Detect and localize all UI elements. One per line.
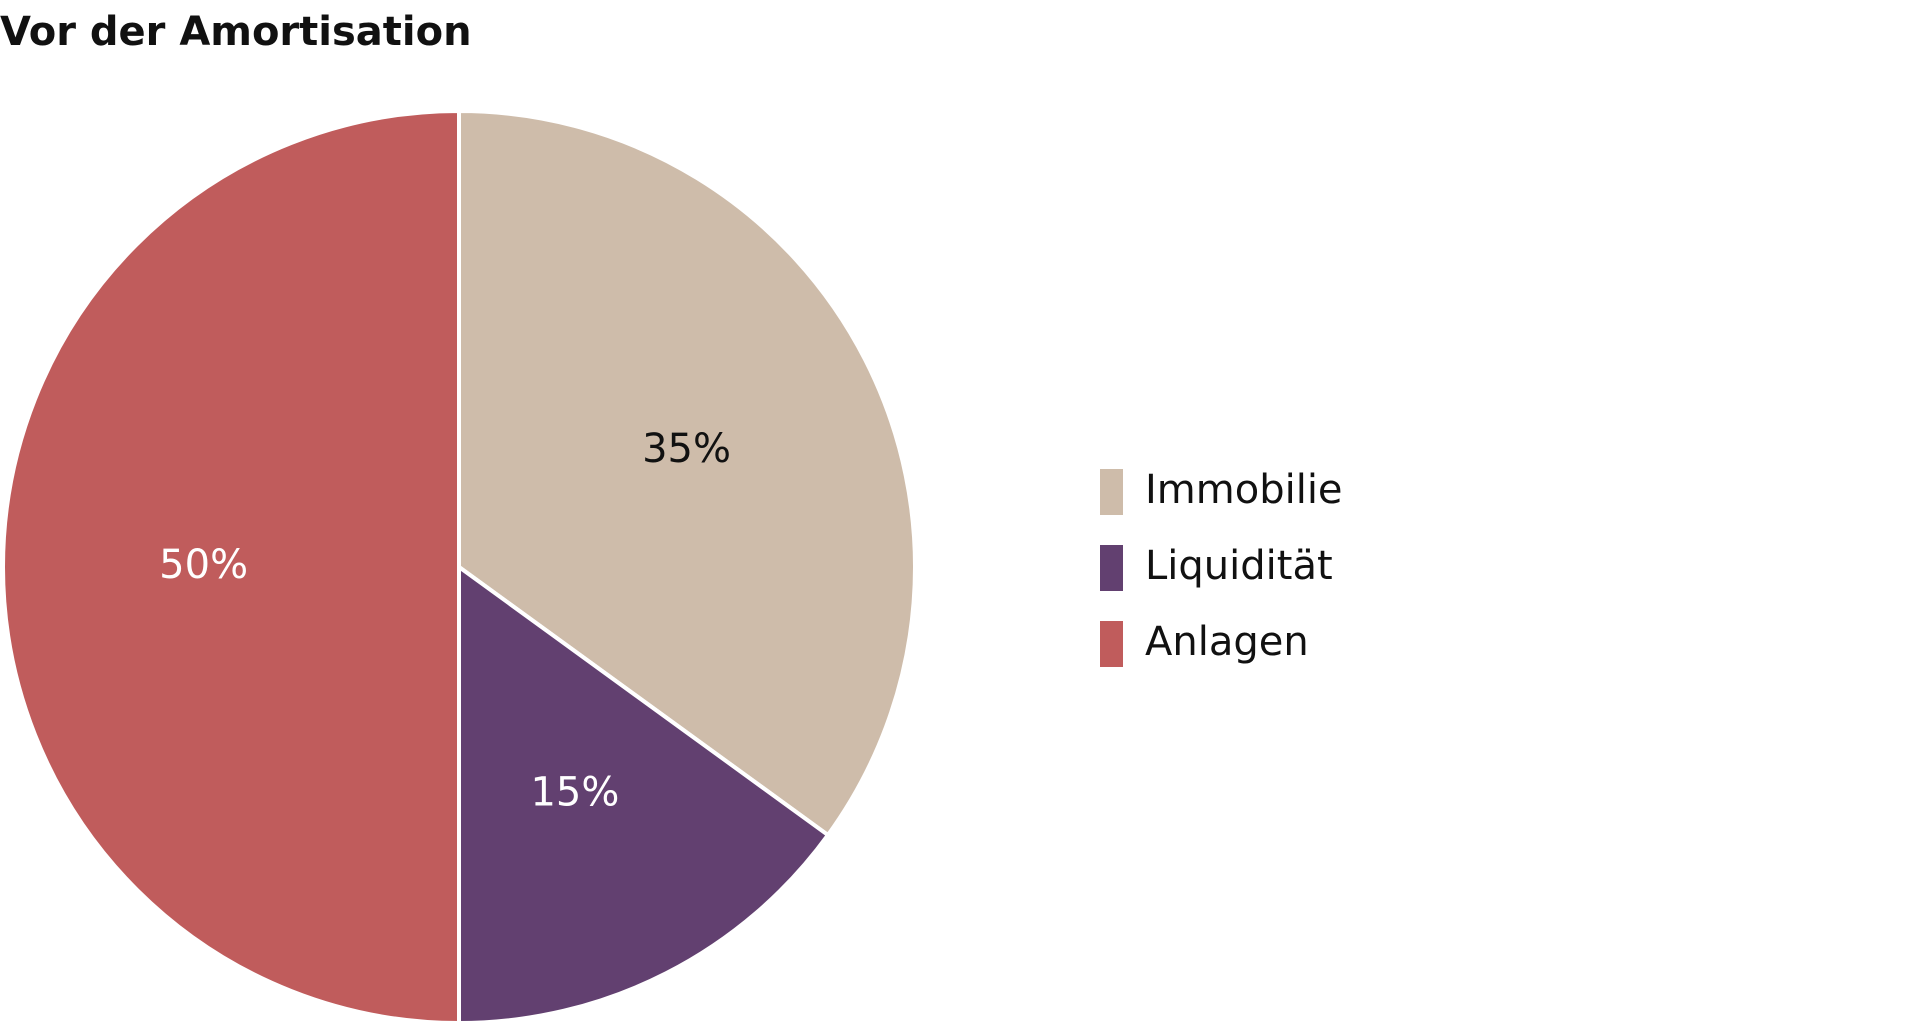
data-label: 50% xyxy=(159,542,248,588)
data-label: 35% xyxy=(642,426,731,472)
pie-slice xyxy=(1,108,461,1026)
legend-swatch xyxy=(1100,621,1123,667)
legend-swatch xyxy=(1100,545,1123,591)
legend-swatch xyxy=(1100,469,1123,515)
data-label: 15% xyxy=(530,770,619,816)
pie-slice xyxy=(457,563,831,1026)
legend-label: Liquidität xyxy=(1145,543,1333,589)
legend-label: Immobilie xyxy=(1145,467,1343,513)
legend-label: Anlagen xyxy=(1145,619,1309,665)
pie-slice xyxy=(457,108,917,838)
chart-title: Vor der Amortisation xyxy=(0,9,472,55)
